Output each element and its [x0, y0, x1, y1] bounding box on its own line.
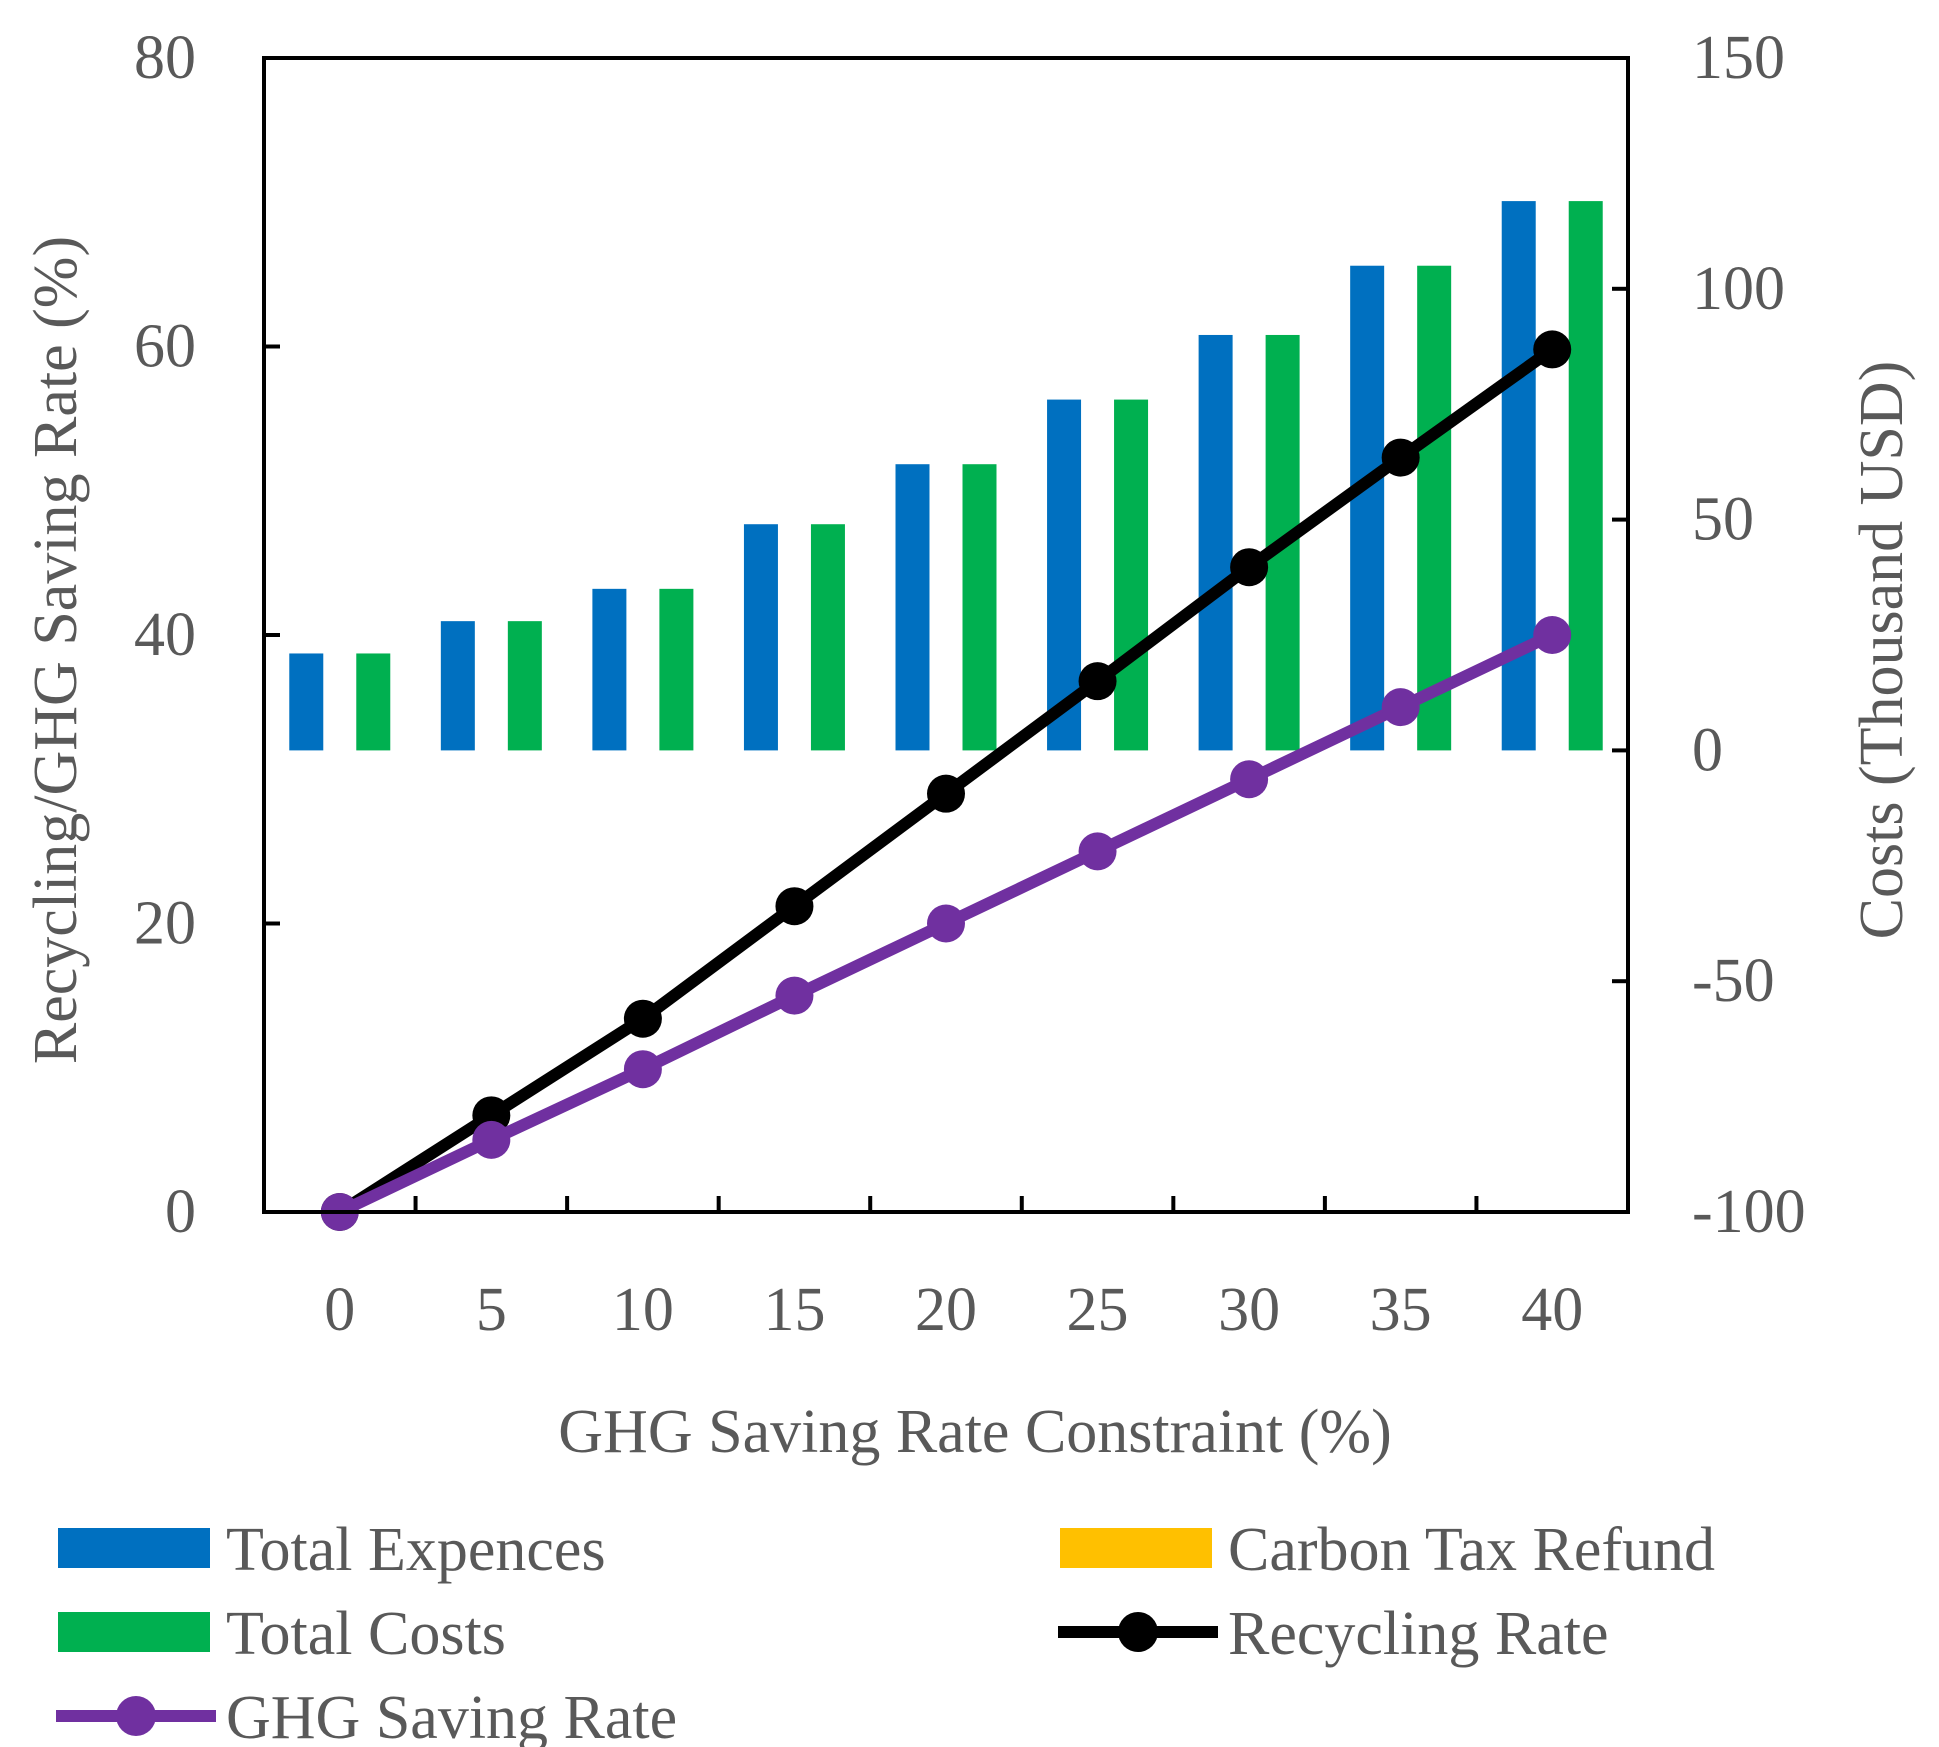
point-recycling-rate-10: [623, 999, 662, 1038]
ticks-layer: [264, 56, 1628, 1214]
legend-item-total-expences: Total Expences: [58, 1516, 606, 1584]
y2-tick-label--100: -100: [1692, 1178, 1806, 1246]
y-tick-label-40: 40: [134, 601, 196, 669]
y2-tick-label--50: -50: [1692, 947, 1775, 1015]
legend-item-carbon-tax-refund: Carbon Tax Refund: [1060, 1516, 1715, 1584]
point-ghg-saving-rate-35: [1381, 688, 1420, 727]
bars-layer: [289, 201, 1603, 751]
lines-layer: [320, 330, 1572, 1231]
bar-total-expences-35: [1350, 265, 1385, 751]
legend-label-carbon-tax-refund: Carbon Tax Refund: [1228, 1516, 1715, 1584]
bar-total-costs-35: [1417, 265, 1452, 751]
y-axis-title: Recycling/GHG Saving Rate (%): [22, 236, 90, 1064]
bar-total-costs-10: [659, 588, 694, 751]
legend-marker-recycling-rate: [1118, 1612, 1158, 1652]
legend-swatch-total-expences: [58, 1528, 210, 1568]
point-recycling-rate-25: [1078, 662, 1117, 701]
legend-item-ghg-saving-rate: GHG Saving Rate: [56, 1684, 677, 1747]
y-tick-label-20: 20: [134, 890, 196, 958]
legend-label-total-costs: Total Costs: [226, 1600, 506, 1668]
x-axis-title: GHG Saving Rate Constraint (%): [558, 1398, 1391, 1466]
bar-total-costs-5: [507, 621, 542, 751]
y-tick-label-0: 0: [165, 1178, 196, 1246]
point-ghg-saving-rate-5: [472, 1120, 511, 1159]
legend-item-total-costs: Total Costs: [58, 1600, 506, 1668]
point-ghg-saving-rate-15: [775, 976, 814, 1015]
y-tick-labels: 0 20 40 60 80: [134, 24, 196, 1246]
bar-total-costs-20: [962, 464, 997, 751]
x-tick-label-25: 25: [1067, 1276, 1129, 1344]
point-ghg-saving-rate-10: [623, 1050, 662, 1089]
x-tick-labels: 0 5 10 15 20 25 30 35 40: [324, 1276, 1583, 1344]
legend-swatch-total-costs: [58, 1612, 210, 1652]
legend-marker-ghg-saving-rate: [116, 1696, 156, 1736]
bar-total-costs-0: [356, 653, 391, 751]
y2-tick-label-50: 50: [1692, 486, 1754, 554]
point-ghg-saving-rate-30: [1230, 760, 1269, 799]
point-recycling-rate-40: [1533, 330, 1572, 369]
x-tick-label-20: 20: [915, 1276, 977, 1344]
bar-total-costs-25: [1114, 399, 1149, 751]
x-tick-label-0: 0: [324, 1276, 355, 1344]
y-tick-label-60: 60: [134, 313, 196, 381]
bar-total-expences-15: [743, 524, 778, 751]
legend-label-recycling-rate: Recycling Rate: [1228, 1600, 1608, 1668]
point-recycling-rate-30: [1230, 548, 1269, 587]
point-recycling-rate-20: [927, 774, 965, 813]
x-tick-label-5: 5: [476, 1276, 507, 1344]
y2-axis-title: Costs (Thousand USD): [1848, 361, 1916, 940]
point-recycling-rate-15: [775, 887, 814, 926]
y2-tick-label-100: 100: [1692, 255, 1785, 323]
bar-total-expences-5: [440, 621, 475, 751]
point-recycling-rate-35: [1381, 438, 1420, 477]
bar-total-costs-15: [810, 524, 845, 751]
bar-total-expences-10: [592, 588, 627, 751]
bar-total-expences-0: [289, 653, 324, 751]
y2-tick-label-0: 0: [1692, 716, 1723, 784]
x-tick-label-10: 10: [612, 1276, 674, 1344]
x-tick-label-30: 30: [1218, 1276, 1280, 1344]
legend: Total Expences Carbon Tax Refund Total Cos…: [56, 1516, 1715, 1747]
y2-tick-label-150: 150: [1692, 24, 1785, 92]
y2-tick-labels: -100 -50 0 50 100 150: [1692, 24, 1806, 1246]
legend-swatch-carbon-tax-refund: [1060, 1528, 1212, 1568]
x-tick-label-35: 35: [1370, 1276, 1432, 1344]
bar-total-expences-20: [895, 464, 930, 751]
x-tick-label-15: 15: [763, 1276, 825, 1344]
x-tick-label-40: 40: [1521, 1276, 1583, 1344]
bar-total-expences-40: [1501, 201, 1536, 751]
point-ghg-saving-rate-25: [1078, 832, 1117, 871]
point-ghg-saving-rate-40: [1533, 616, 1572, 654]
point-ghg-saving-rate-20: [927, 904, 965, 943]
bar-total-costs-40: [1568, 201, 1603, 751]
y-tick-label-80: 80: [134, 24, 196, 92]
legend-label-total-expences: Total Expences: [226, 1516, 606, 1584]
bar-total-expences-30: [1198, 334, 1233, 751]
legend-label-ghg-saving-rate: GHG Saving Rate: [226, 1684, 677, 1747]
legend-item-recycling-rate: Recycling Rate: [1058, 1600, 1608, 1668]
